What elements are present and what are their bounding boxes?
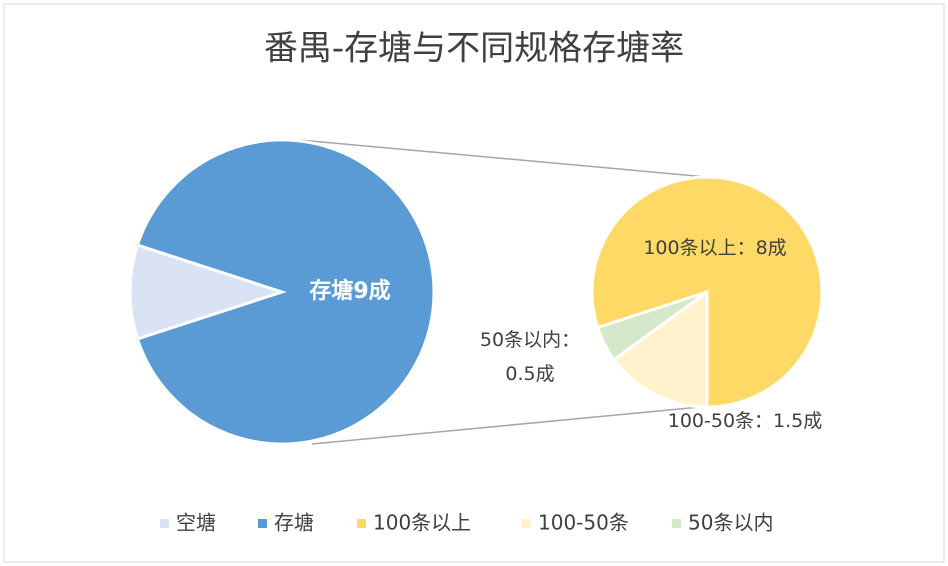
- data-label: 100-50条：1.5成: [667, 410, 823, 432]
- data-label: 100条以上：8成: [643, 237, 787, 259]
- legend-marker: [258, 519, 267, 528]
- data-label: 50条以内： 0.5成: [479, 329, 581, 385]
- legend-label: 空塘: [176, 511, 216, 535]
- chart-title: 番禺-存塘与不同规格存塘率: [264, 29, 684, 69]
- legend-label: 100-50条: [538, 511, 629, 535]
- pie-slice: [611, 289, 709, 409]
- legend-marker: [672, 519, 681, 528]
- pie-slice: [595, 290, 708, 362]
- legend-marker: [160, 519, 169, 528]
- legend-label: 100条以上: [373, 511, 471, 535]
- legend-label: 存塘: [274, 511, 314, 535]
- pie-slice: [135, 138, 436, 446]
- connector: [311, 406, 701, 445]
- legend-label: 50条以内: [688, 511, 773, 535]
- pie-slice: [128, 243, 287, 341]
- data-label: 存塘9成: [309, 279, 391, 304]
- pie-slice: [590, 175, 824, 409]
- legend-marker: [357, 519, 366, 528]
- legend-marker: [522, 519, 531, 528]
- connector: [299, 139, 708, 178]
